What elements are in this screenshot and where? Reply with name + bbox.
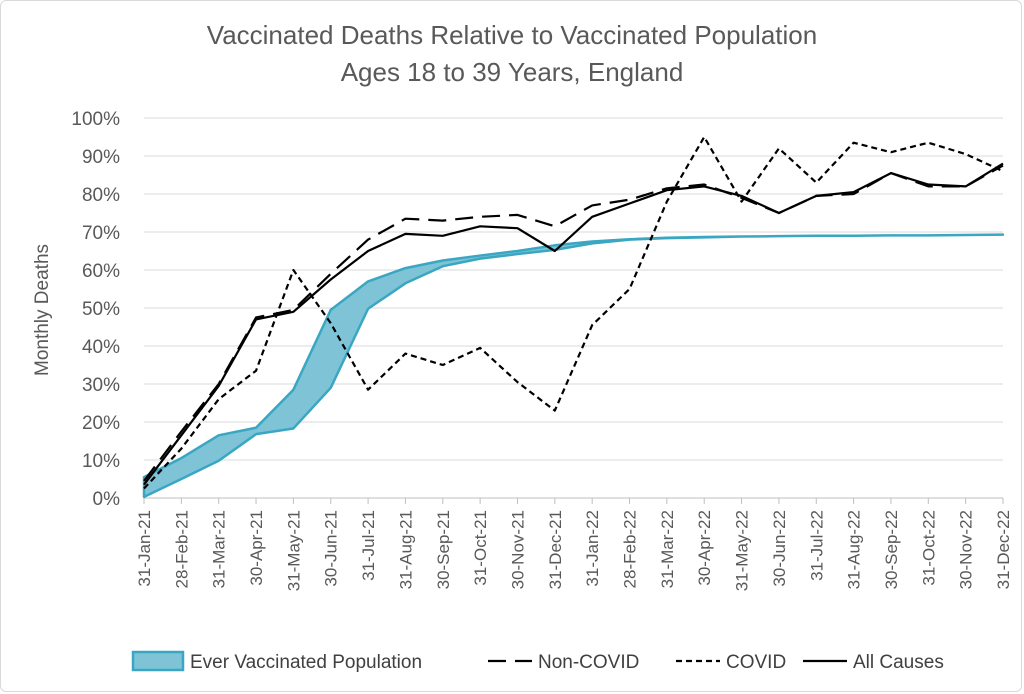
y-tick-label: 40% (82, 337, 120, 358)
y-tick-label: 60% (82, 261, 120, 282)
series-line-all-causes (143, 162, 1004, 486)
y-tick-label: 80% (82, 185, 120, 206)
x-tick-label: 31-Mar-21 (210, 510, 229, 588)
legend-label-covid: COVID (726, 652, 786, 673)
x-tick-label: 31-Aug-21 (396, 510, 415, 589)
x-tick-label: 28-Feb-22 (621, 510, 640, 588)
x-tick-label: 31-Aug-22 (845, 510, 864, 589)
band-area (142, 233, 1005, 499)
y-axis-label: Monthly Deaths (32, 244, 53, 376)
y-tick-label: 70% (82, 223, 120, 244)
x-tick-label: 31-Jul-22 (807, 510, 826, 581)
x-tick-label: 30-Nov-21 (508, 510, 527, 589)
x-tick-label: 30-Sep-22 (882, 510, 901, 589)
y-tick-label: 50% (82, 299, 120, 320)
x-tick-label: 31-May-21 (284, 510, 303, 591)
x-tick-label: 31-Oct-22 (919, 510, 938, 586)
y-tick-labels: 0% 10% 20% 30% 40% 50% 60% 70% 80% 90% 100% (71, 109, 120, 510)
x-tick-label: 31-Dec-22 (994, 510, 1013, 589)
x-tick-labels: 31-Jan-21 28-Feb-21 31-Mar-21 30-Apr-21 31-M… (135, 510, 1013, 591)
legend-label-band: Ever Vaccinated Population (190, 652, 422, 673)
x-tick-label: 30-Nov-22 (957, 510, 976, 589)
x-tick-label: 30-Apr-21 (247, 510, 266, 586)
series-layer (143, 135, 1004, 490)
legend-swatch-band (131, 650, 185, 672)
y-tick-label: 10% (82, 451, 120, 472)
y-tick-label: 90% (82, 147, 120, 168)
x-tick-label: 31-Jan-22 (583, 510, 602, 587)
x-tick-label: 31-Mar-22 (658, 510, 677, 588)
chart-subtitle: Ages 18 to 39 Years, England (341, 57, 684, 87)
x-tick-label: 31-Jan-21 (135, 510, 154, 587)
x-tick-label: 31-Jul-21 (359, 510, 378, 581)
chart-title: Vaccinated Deaths Relative to Vaccinated… (207, 20, 817, 50)
x-tick-label: 31-Dec-21 (546, 510, 565, 589)
y-tick-label: 30% (82, 375, 120, 396)
legend-label-non-covid: Non-COVID (538, 652, 639, 673)
series-line-covid (143, 135, 1004, 490)
x-tick-label: 30-Jun-22 (770, 510, 789, 587)
legend: Ever Vaccinated Population Non-COVID COVID… (131, 650, 944, 673)
x-tick-label: 30-Jun-21 (322, 510, 341, 587)
x-tick-label: 28-Feb-21 (172, 510, 191, 588)
x-tick-label: 31-May-22 (733, 510, 752, 591)
series-line-non-covid (143, 164, 1004, 482)
legend-label-all-causes: All Causes (853, 652, 944, 673)
y-tick-label: 0% (93, 489, 121, 510)
x-tick-label: 31-Oct-21 (471, 510, 490, 586)
y-tick-label: 20% (82, 413, 120, 434)
x-tick-label: 30-Sep-21 (434, 510, 453, 589)
band-layer (142, 233, 1005, 499)
x-tick-label: 30-Apr-22 (695, 510, 714, 586)
y-tick-label: 100% (71, 109, 120, 130)
gridlines (143, 117, 1004, 504)
